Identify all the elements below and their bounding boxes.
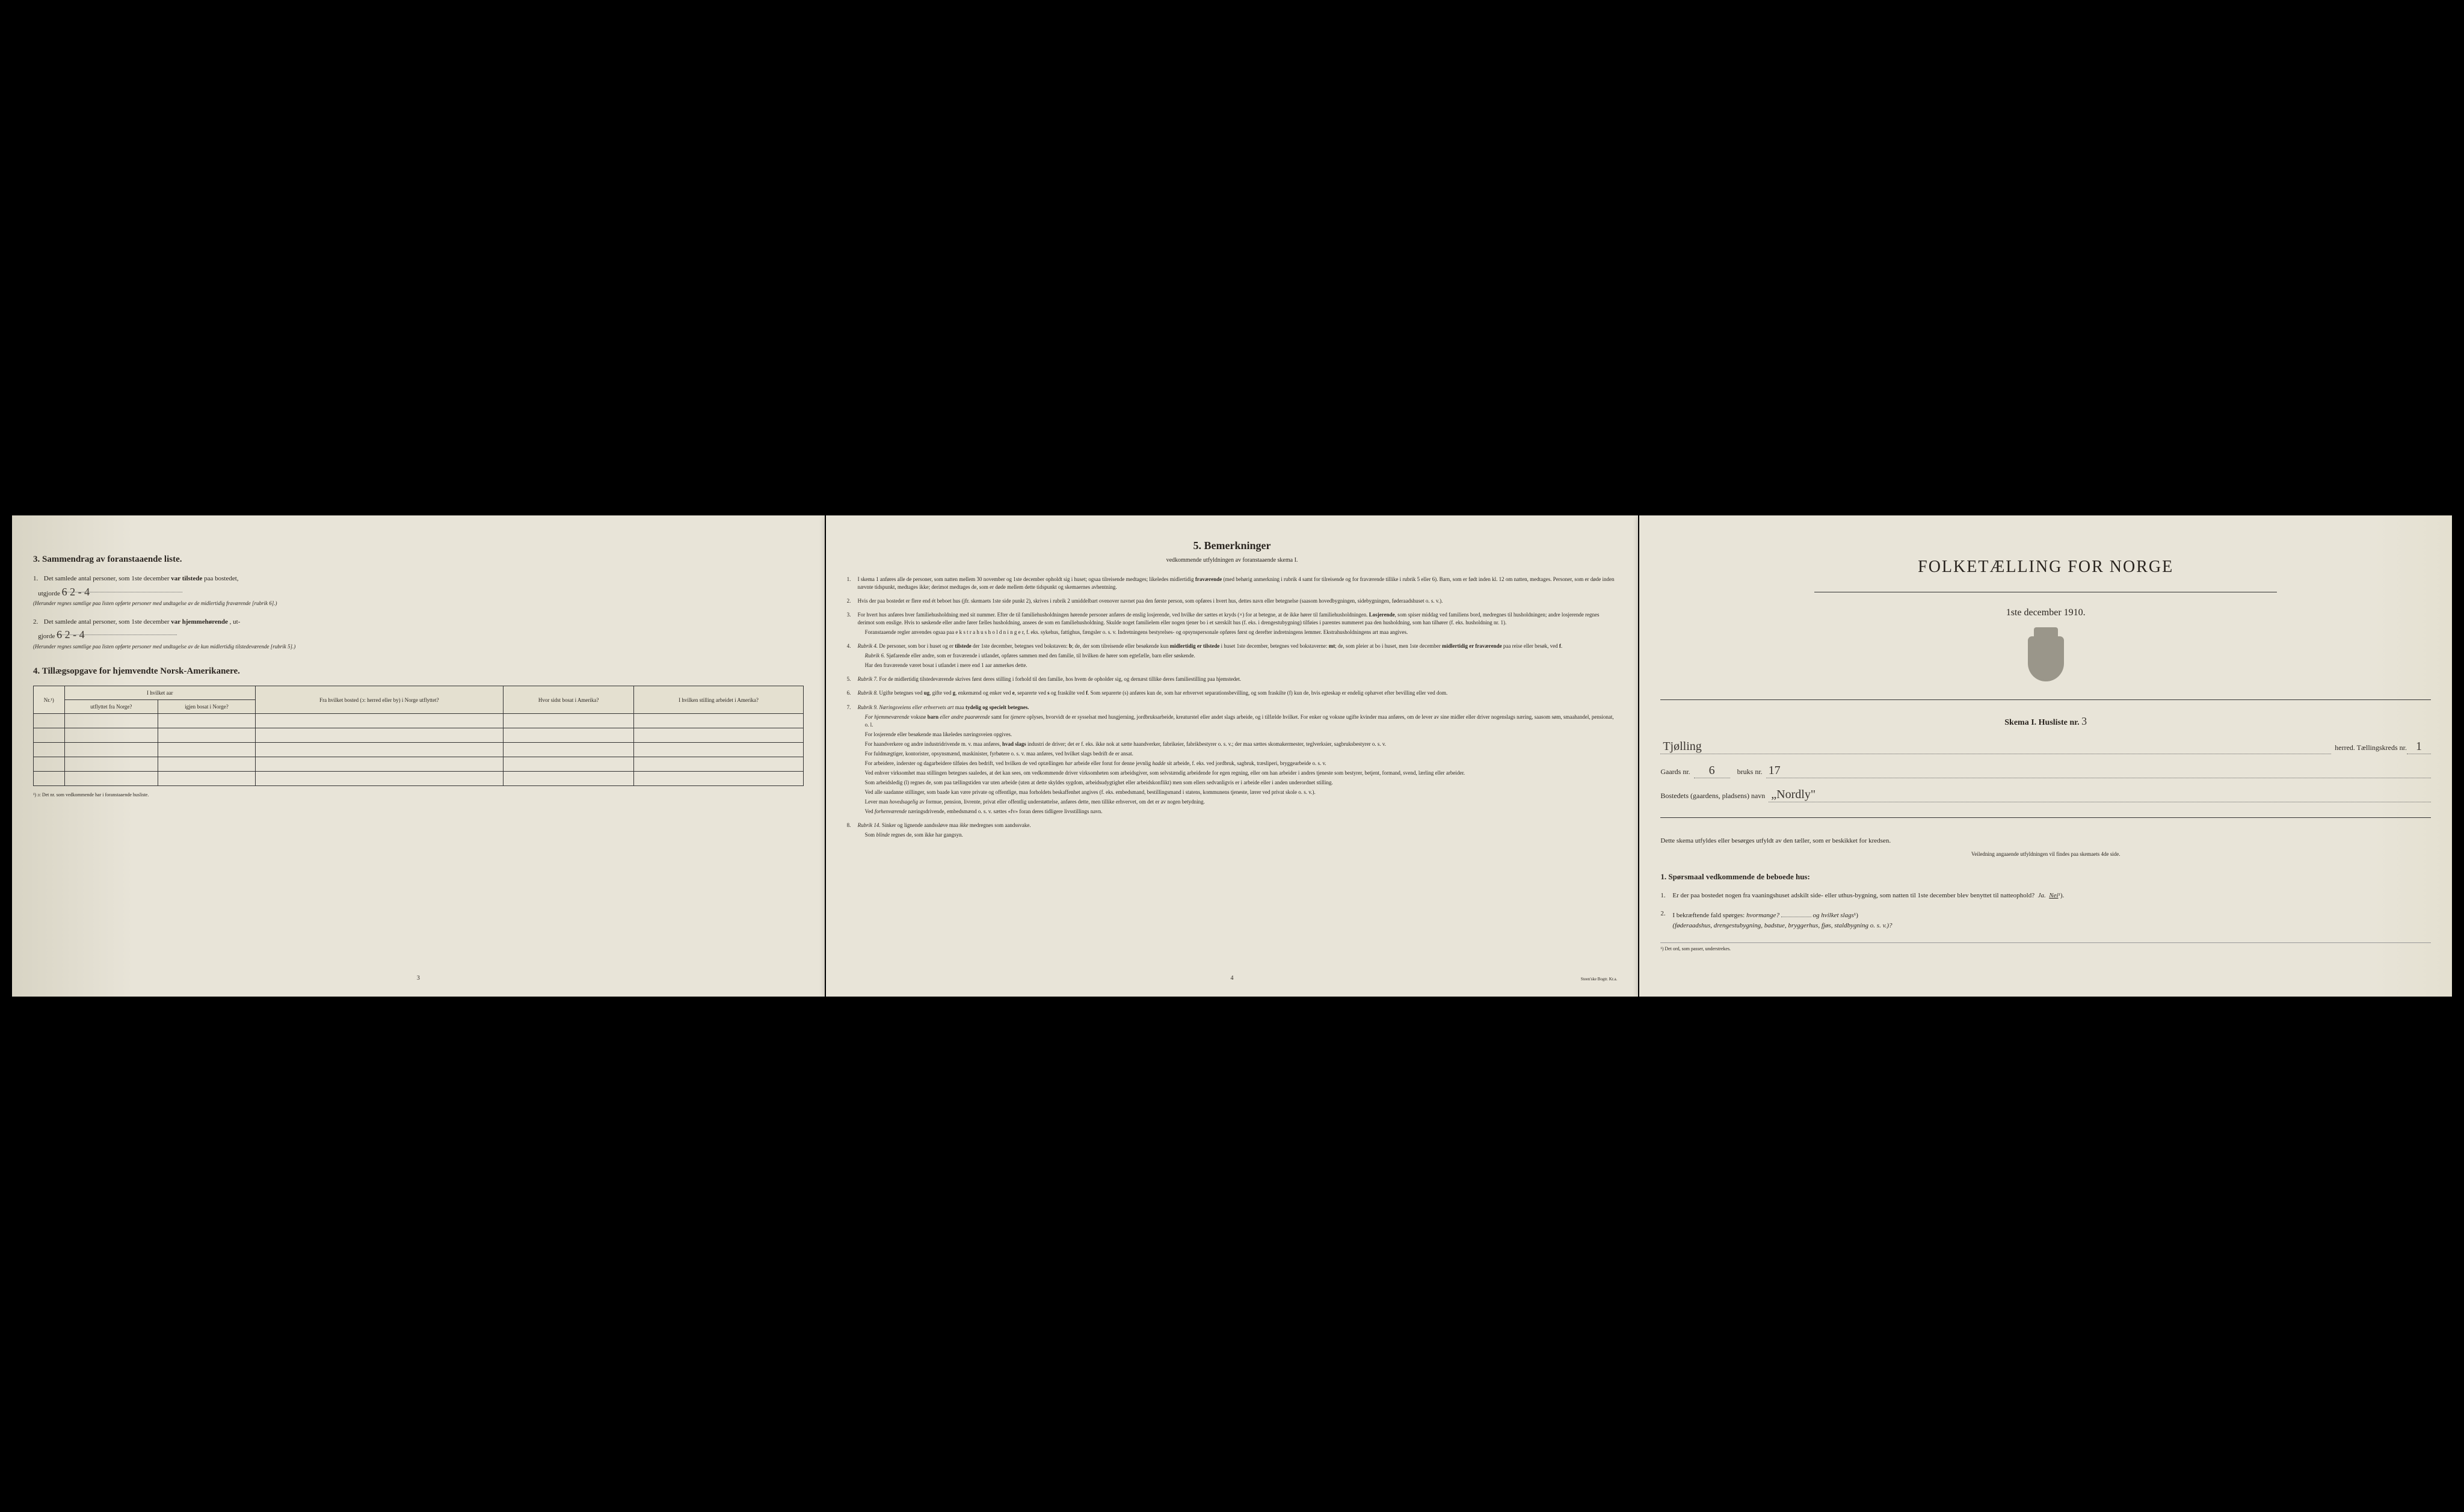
kreds-nr: 1 xyxy=(2416,740,2422,753)
summary-item-2: 2. Det samlede antal personer, som 1ste … xyxy=(33,617,804,652)
section-4-heading: 4. Tillægsopgave for hjemvendte Norsk-Am… xyxy=(33,666,804,677)
question-2: 2. I bekræftende fald spørges: hvormange… xyxy=(1660,909,2431,930)
bemerkning-item: 5.Rubrik 7. For de midlertidig tilstedev… xyxy=(847,675,1618,683)
bemerkninger-list: 1.I skema 1 anføres alle de personer, so… xyxy=(847,576,1618,839)
table-row xyxy=(34,743,804,757)
census-form-document: 3. Sammendrag av foranstaaende liste. 1.… xyxy=(12,515,2452,997)
instruction-text: Dette skema utfyldes eller besørges utfy… xyxy=(1660,836,2431,846)
page-4: 5. Bemerkninger vedkommende utfyldningen… xyxy=(826,515,1639,997)
table-row xyxy=(34,714,804,728)
herred-line: Tjølling herred. Tællingskreds nr. 1 xyxy=(1660,740,2431,754)
tilstede-count: 6 2 - 4 xyxy=(62,586,90,598)
th-igjen: igjen bosat i Norge? xyxy=(158,700,255,714)
summary-item-1: 1. Det samlede antal personer, som 1ste … xyxy=(33,574,804,609)
hjemmehorende-count: 6 2 - 4 xyxy=(57,628,85,641)
skema-line: Skema I. Husliste nr. 3 xyxy=(1660,715,2431,728)
document-title: FOLKETÆLLING FOR NORGE xyxy=(1660,558,2431,577)
th-fra: Fra hvilket bosted (ɔ: herred eller by) … xyxy=(255,686,503,714)
table-row xyxy=(34,728,804,743)
bemerkning-item: 3.For hvert hus anføres hver familiehush… xyxy=(847,611,1618,636)
gaards-nr: 6 xyxy=(1709,764,1715,777)
separator xyxy=(1660,699,2431,700)
page-number: 3 xyxy=(417,975,420,982)
section-5-heading: 5. Bemerkninger xyxy=(847,539,1618,552)
table-row xyxy=(34,772,804,786)
table-row xyxy=(34,757,804,772)
bemerkning-item: 6.Rubrik 8. Ugifte betegnes ved ug, gift… xyxy=(847,689,1618,697)
item2-note: (Herunder regnes samtlige paa listen opf… xyxy=(33,644,295,650)
th-utflyttet: utflyttet fra Norge? xyxy=(64,700,158,714)
bruks-nr: 17 xyxy=(1769,764,1781,777)
separator xyxy=(1660,817,2431,818)
bemerkning-item: 1.I skema 1 anføres alle de personer, so… xyxy=(847,576,1618,591)
page-number: 4 xyxy=(1231,975,1234,982)
bemerkning-item: 2.Hvis der paa bostedet er flere end ét … xyxy=(847,597,1618,605)
instruction-sub: Veiledning angaaende utfyldningen vil fi… xyxy=(1660,851,2431,857)
page-cover: FOLKETÆLLING FOR NORGE 1ste december 191… xyxy=(1639,515,2452,997)
national-crest xyxy=(1660,636,2431,684)
item1-note: (Herunder regnes samtlige paa listen opf… xyxy=(33,600,277,606)
printer-mark: Steen'ske Bogtr. Kr.a. xyxy=(1581,977,1618,982)
amerikanere-table: Nr.¹) I hvilket aar Fra hvilket bosted (… xyxy=(33,686,804,786)
document-date: 1ste december 1910. xyxy=(1660,607,2431,618)
bosted-line: Bostedets (gaardens, pladsens) navn „Nor… xyxy=(1660,788,2431,802)
th-stilling: I hvilken stilling arbeidet i Amerika? xyxy=(634,686,803,714)
herred-value: Tjølling xyxy=(1663,740,1701,753)
question-1: 1. Er der paa bostedet nogen fra vaaning… xyxy=(1660,891,2431,901)
bemerkning-item: 8.Rubrik 14. Sinker og lignende aandsslø… xyxy=(847,822,1618,839)
th-aar: I hvilket aar xyxy=(64,686,255,700)
bosted-value: „Nordly" xyxy=(1771,788,1816,801)
page-3: 3. Sammendrag av foranstaaende liste. 1.… xyxy=(12,515,825,997)
bemerkning-item: 7.Rubrik 9. Næringsveiens eller erhverve… xyxy=(847,704,1618,816)
gaards-line: Gaards nr. 6 bruks nr. 17 xyxy=(1660,764,2431,778)
th-nr: Nr.¹) xyxy=(34,686,65,714)
section-5-subtitle: vedkommende utfyldningen av foranstaaend… xyxy=(847,557,1618,564)
th-hvor: Hvor sidst bosat i Amerika? xyxy=(503,686,633,714)
questions-header: 1. Spørsmaal vedkommende de beboede hus: xyxy=(1660,872,2431,882)
answer-nei: Nei xyxy=(2049,892,2058,899)
bemerkning-item: 4.Rubrik 4. De personer, som bor i huset… xyxy=(847,642,1618,669)
footnote: ¹) Det ord, som passer, understrekes. xyxy=(1660,942,2431,951)
table-footnote: ¹) ɔ: Det nr. som vedkommende har i fora… xyxy=(33,792,804,797)
husliste-nr: 3 xyxy=(2081,715,2087,727)
section-3-heading: 3. Sammendrag av foranstaaende liste. xyxy=(33,555,804,565)
